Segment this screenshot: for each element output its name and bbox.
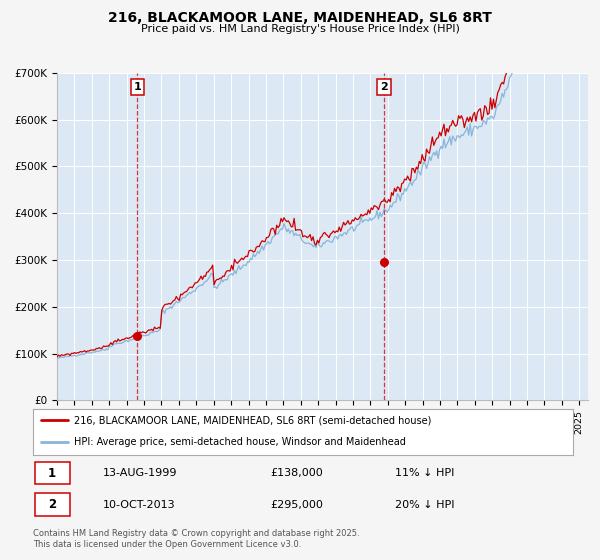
FancyBboxPatch shape bbox=[35, 462, 70, 484]
Text: 20% ↓ HPI: 20% ↓ HPI bbox=[395, 500, 454, 510]
Text: 2: 2 bbox=[48, 498, 56, 511]
Text: 1: 1 bbox=[134, 82, 142, 92]
Text: 216, BLACKAMOOR LANE, MAIDENHEAD, SL6 8RT (semi-detached house): 216, BLACKAMOOR LANE, MAIDENHEAD, SL6 8R… bbox=[74, 416, 431, 425]
Text: 13-AUG-1999: 13-AUG-1999 bbox=[103, 468, 178, 478]
Text: Price paid vs. HM Land Registry's House Price Index (HPI): Price paid vs. HM Land Registry's House … bbox=[140, 24, 460, 34]
Text: 11% ↓ HPI: 11% ↓ HPI bbox=[395, 468, 454, 478]
Text: 1: 1 bbox=[48, 466, 56, 479]
Text: 216, BLACKAMOOR LANE, MAIDENHEAD, SL6 8RT: 216, BLACKAMOOR LANE, MAIDENHEAD, SL6 8R… bbox=[108, 11, 492, 25]
Text: 2: 2 bbox=[380, 82, 388, 92]
Text: £138,000: £138,000 bbox=[271, 468, 323, 478]
Text: 10-OCT-2013: 10-OCT-2013 bbox=[103, 500, 176, 510]
Text: HPI: Average price, semi-detached house, Windsor and Maidenhead: HPI: Average price, semi-detached house,… bbox=[74, 437, 406, 447]
Text: £295,000: £295,000 bbox=[271, 500, 323, 510]
Text: Contains HM Land Registry data © Crown copyright and database right 2025.
This d: Contains HM Land Registry data © Crown c… bbox=[33, 529, 359, 549]
FancyBboxPatch shape bbox=[35, 493, 70, 516]
